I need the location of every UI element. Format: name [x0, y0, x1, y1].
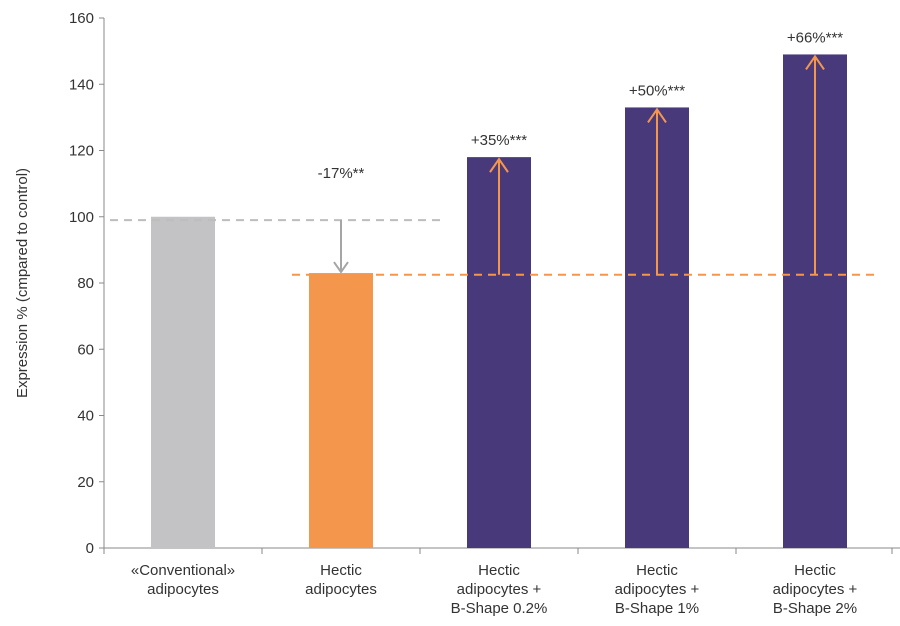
y-tick-label: 80 — [77, 275, 94, 292]
increase-arrowhead — [489, 157, 509, 173]
x-category-label-line: Hectic — [636, 562, 678, 579]
bar — [309, 273, 373, 548]
x-category-label-line: Hectic — [478, 562, 520, 579]
x-category-label-line: adipocytes + — [773, 581, 858, 598]
x-category-label: Hectic adipocytes + B-Shape 0.2% — [451, 562, 548, 617]
x-category-label-line: adipocytes — [305, 581, 377, 598]
change-annotation: +50%*** — [629, 82, 685, 99]
x-category-label-line: Hectic — [320, 562, 362, 579]
change-annotation: -17%** — [318, 165, 365, 182]
y-tick-label: 100 — [69, 209, 94, 226]
x-category-label: «Conventional» adipocytes — [131, 562, 235, 598]
x-category-label-line: B-Shape 1% — [615, 600, 699, 617]
y-tick-label: 140 — [69, 76, 94, 93]
change-annotation: +35%*** — [471, 132, 527, 149]
x-category-label-line: B-Shape 0.2% — [451, 600, 548, 617]
y-axis-label: Expression % (cmpared to control) — [14, 168, 31, 398]
increase-arrowhead — [647, 107, 667, 124]
change-annotation: +66%*** — [787, 29, 843, 46]
y-tick-label: 60 — [77, 341, 94, 358]
bar — [151, 216, 215, 548]
y-tick-label: 0 — [86, 540, 94, 557]
y-tick-label: 40 — [77, 408, 94, 425]
x-category-label: Hectic adipocytes + B-Shape 1% — [615, 562, 700, 617]
x-category-label-line: B-Shape 2% — [773, 600, 857, 617]
x-category-label-line: adipocytes + — [457, 581, 542, 598]
decrease-arrowhead — [333, 261, 349, 274]
y-tick-label: 20 — [77, 474, 94, 491]
x-category-label-line: Hectic — [794, 562, 836, 579]
increase-arrowhead — [805, 54, 825, 71]
y-tick-label: 160 — [69, 10, 94, 27]
x-category-label: Hectic adipocytes + B-Shape 2% — [773, 562, 858, 617]
x-category-label-line: adipocytes — [147, 581, 219, 598]
x-category-label-line: «Conventional» — [131, 562, 235, 579]
y-tick-label: 120 — [69, 143, 94, 160]
x-category-label: Hectic adipocytes — [305, 562, 377, 598]
x-category-label-line: adipocytes + — [615, 581, 700, 598]
